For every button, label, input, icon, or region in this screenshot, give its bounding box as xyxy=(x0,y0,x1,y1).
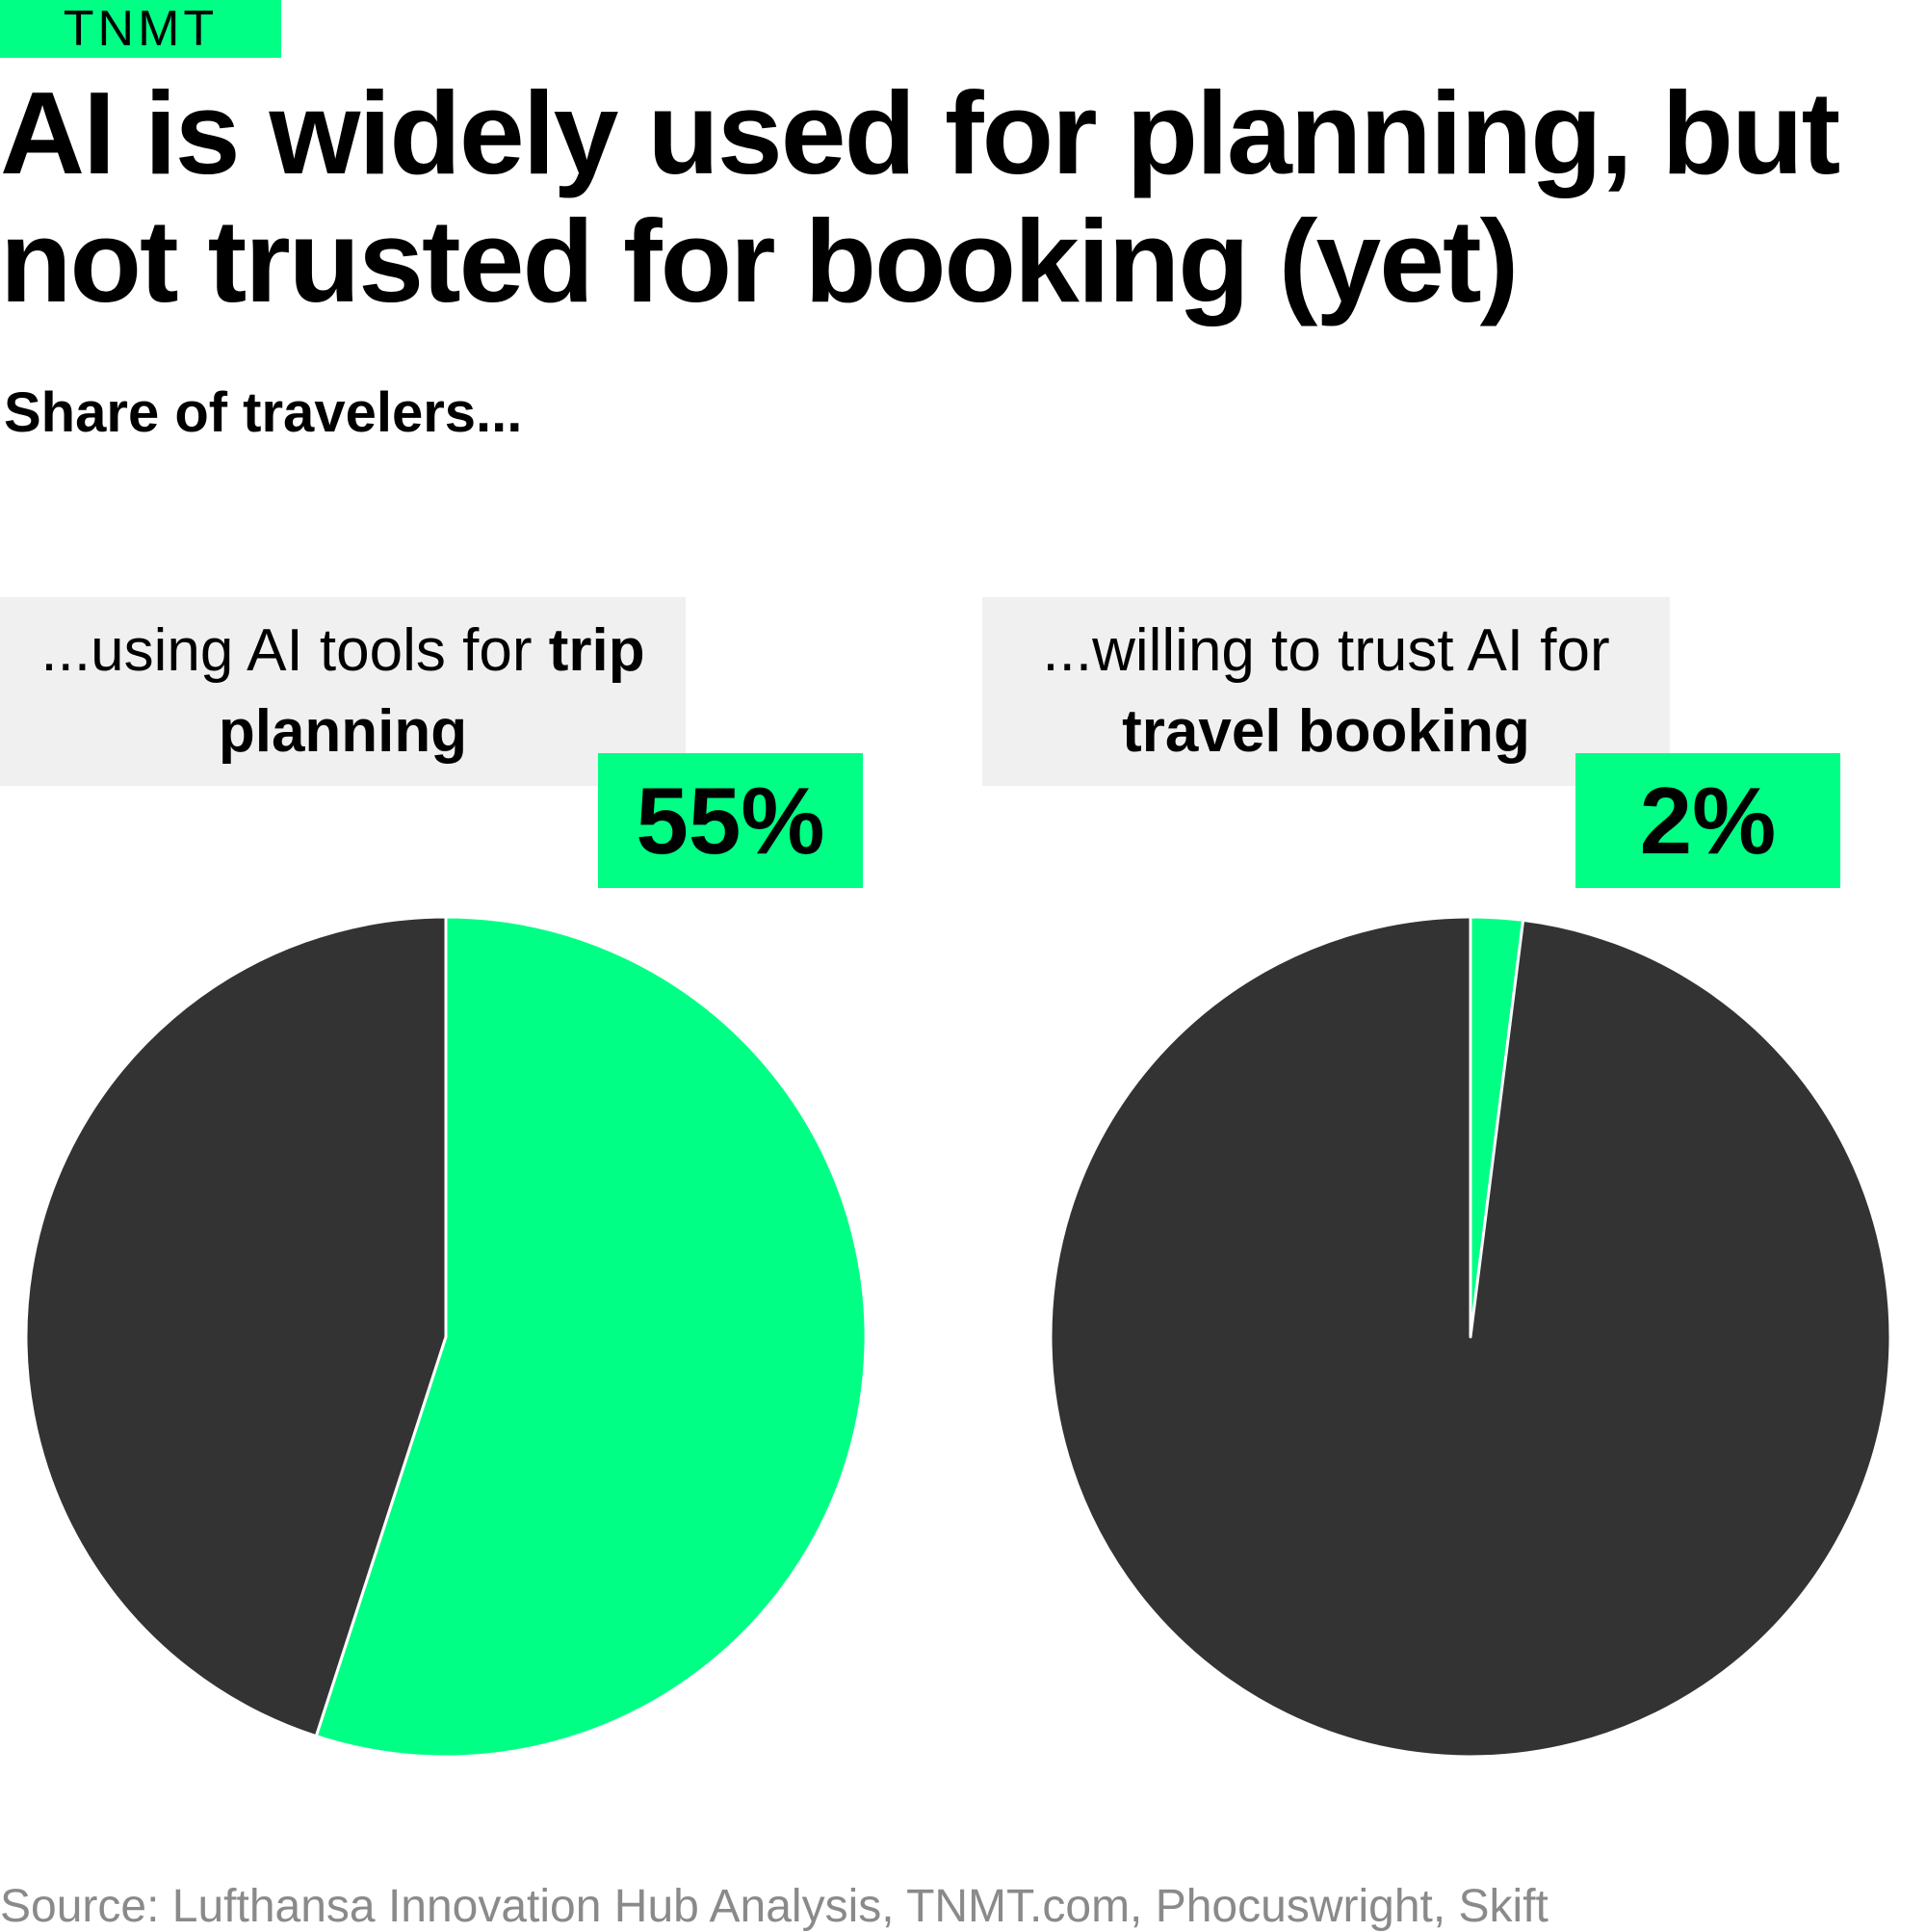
pie-1-label-plain: ...using AI tools for xyxy=(40,617,549,684)
chart-title: AI is widely used for planning, but not … xyxy=(0,69,1887,326)
title-line-2: not trusted for booking (yet) xyxy=(0,196,1519,326)
pie-2-label-plain: ...willing to trust AI for xyxy=(1042,617,1610,684)
pie-2-label-line-1: ...willing to trust AI for xyxy=(1042,611,1609,692)
title-line-1: AI is widely used for planning, but xyxy=(0,67,1840,198)
source-note: Source: Lufthansa Innovation Hub Analysi… xyxy=(0,1881,1549,1932)
pie-1-label: ...using AI tools for trip planning xyxy=(0,597,686,786)
pie-1-slice-1 xyxy=(314,915,868,1759)
pie-1-slice-2 xyxy=(24,915,448,1738)
chart-subtitle: Share of travelers... xyxy=(4,381,523,444)
pie-2-value-label: 2% xyxy=(1575,753,1840,888)
pie-chart-2 xyxy=(1049,915,1892,1759)
pie-1-label-bold-a: trip xyxy=(548,617,645,684)
brand-logo: TNMT xyxy=(0,0,281,58)
pie-1-label-bold-b: planning xyxy=(218,698,468,765)
pie-1-label-line-2: planning xyxy=(219,692,467,772)
pie-2-label-line-2: travel booking xyxy=(1122,692,1530,772)
pie-2-slice-2 xyxy=(1049,915,1892,1759)
pie-2-label: ...willing to trust AI for travel bookin… xyxy=(982,597,1670,786)
pie-2-label-bold: travel booking xyxy=(1122,698,1530,765)
pie-chart-1 xyxy=(24,915,868,1759)
pie-1-value-label: 55% xyxy=(598,753,863,888)
pie-1-label-line-1: ...using AI tools for trip xyxy=(40,611,644,692)
